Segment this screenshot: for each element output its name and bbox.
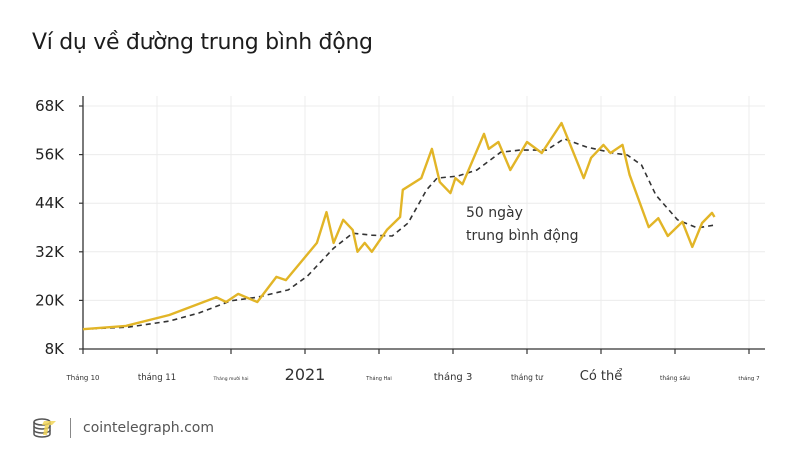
x-tick-label: Tháng Hai: [365, 375, 391, 382]
x-tick-label: Tháng 10: [65, 374, 99, 382]
price-line: [82, 121, 716, 331]
x-tick-label: tháng sáu: [660, 375, 690, 382]
footer: cointelegraph.com: [32, 416, 214, 440]
footer-divider: [70, 418, 71, 438]
annotation-line-1: 50 ngày: [466, 205, 523, 221]
gridlines: [83, 96, 765, 349]
y-tick-label: 68K: [35, 97, 65, 115]
y-tick-label: 32K: [35, 243, 65, 261]
x-tick-label: tháng 7: [738, 375, 760, 382]
site-url: cointelegraph.com: [83, 420, 214, 436]
y-tick-label: 8K: [45, 340, 66, 358]
cointelegraph-logo-icon: [33, 418, 56, 438]
x-tick-label: Có thể: [580, 369, 623, 384]
x-tick-label: tháng 11: [138, 373, 176, 383]
y-tick-label: 44K: [35, 194, 65, 212]
series-lines: [82, 121, 716, 331]
annotation-line-2: trung bình động: [466, 228, 579, 244]
x-tick-label: 2021: [285, 365, 326, 384]
x-tick-label: tháng tư: [511, 373, 544, 382]
x-tick-labels: Tháng 10 tháng 11 Tháng mười hai 2021 Tháng …: [65, 365, 760, 384]
y-tick-label: 20K: [35, 291, 65, 309]
y-tick-labels: 8K 20K 32K 44K 56K 68K: [35, 97, 65, 358]
chart-title: Ví dụ về đường trung bình động: [32, 30, 373, 55]
x-tick-label: tháng 3: [434, 371, 473, 383]
axes: [79, 96, 765, 354]
x-tick-label: Tháng mười hai: [212, 375, 248, 382]
y-tick-label: 56K: [35, 146, 65, 164]
